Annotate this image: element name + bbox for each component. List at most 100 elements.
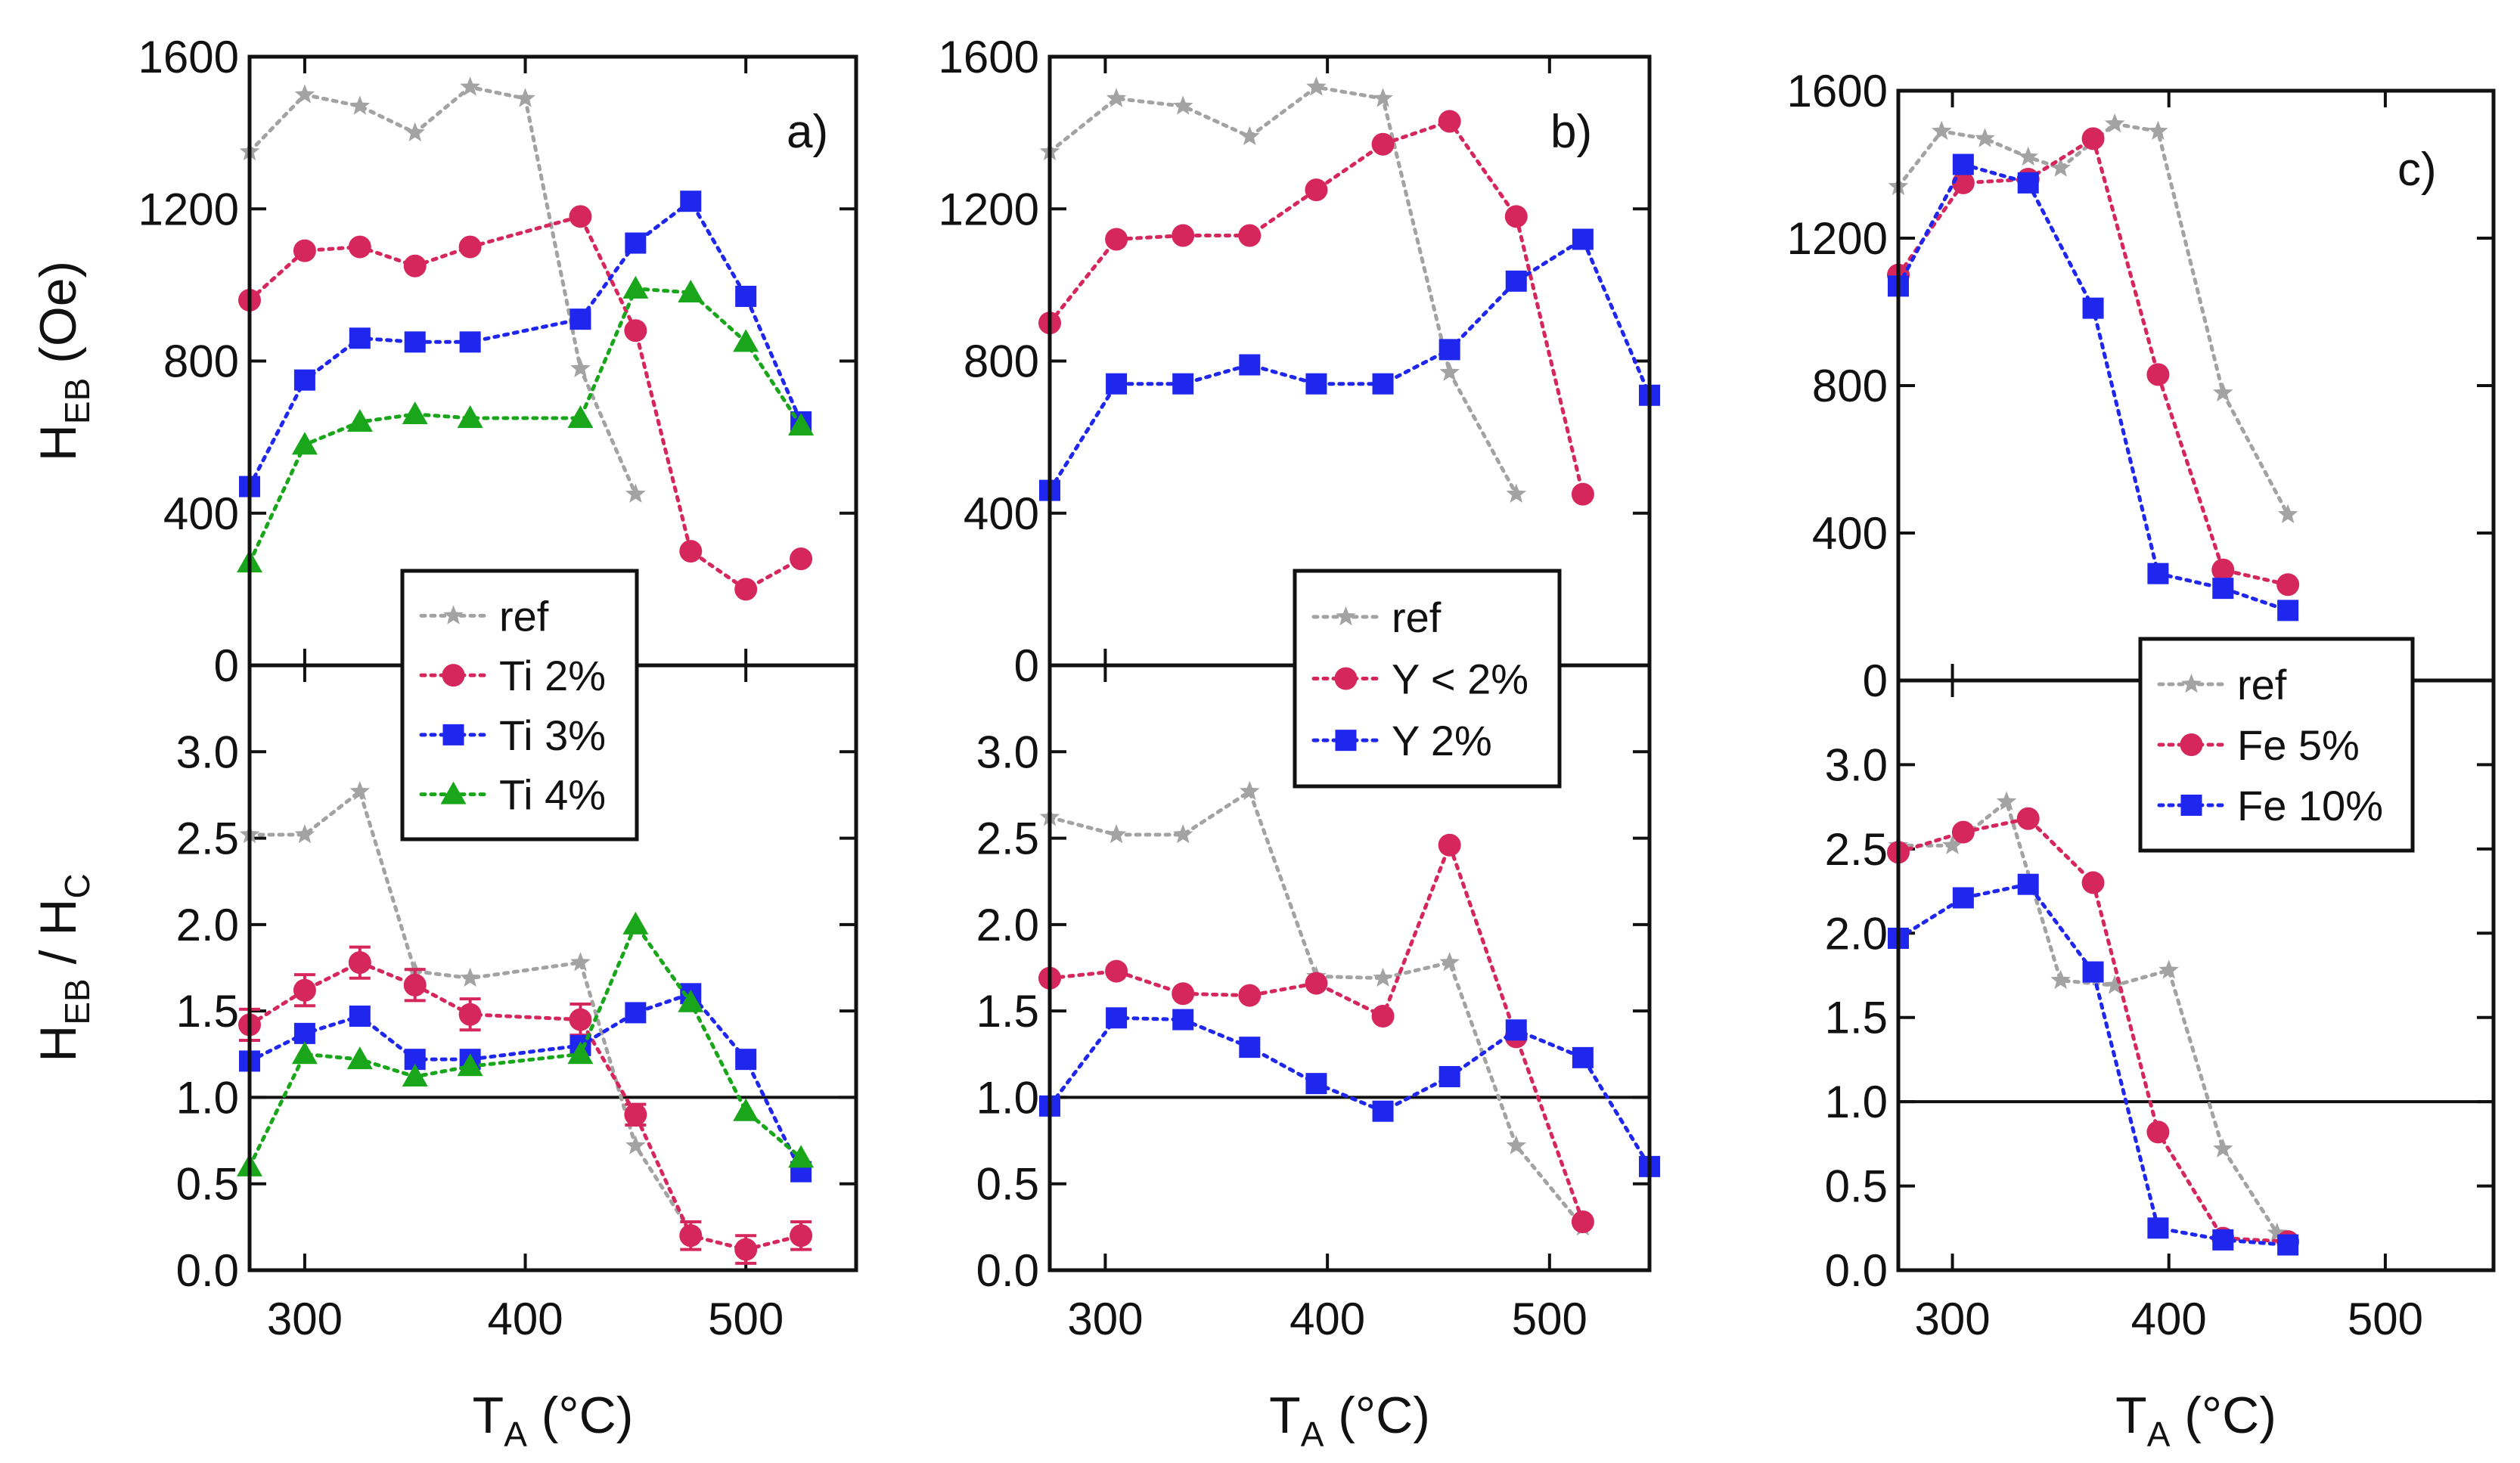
data-point-a-ti-4- xyxy=(788,413,815,436)
y-axis-label-bottom-part: C xyxy=(57,873,97,898)
legend-label-a: Ti 2% xyxy=(499,652,606,699)
legend-label-a: Ti 3% xyxy=(499,711,606,759)
x-tick-label-a: 300 xyxy=(267,1294,343,1344)
data-point-c-fe-5- xyxy=(2016,807,2040,830)
data-point-c-ref xyxy=(2213,1138,2233,1158)
data-point-a-ref xyxy=(570,952,591,972)
y-tick-label-c-top: 400 xyxy=(1812,508,1888,559)
y-tick-label-a-bottom: 1.0 xyxy=(176,1072,239,1123)
data-point-a-ti-2- xyxy=(734,578,758,601)
series-b-bottom-y-2- xyxy=(1038,833,1594,1233)
legend-marker-b xyxy=(1336,606,1356,626)
data-point-c-fe-5- xyxy=(2146,363,2170,386)
data-point-a-ti-3- xyxy=(404,331,426,353)
panel-label-c: c) xyxy=(2397,144,2437,196)
y-tick-label-c-top: 1600 xyxy=(1787,66,1888,116)
series-line-a-ref xyxy=(247,85,638,497)
x-axis-label-b: TA (°C) xyxy=(1269,1387,1430,1454)
x-axis-label-c-part: T xyxy=(2115,1387,2147,1444)
y-tick-label-c-bottom: 2.0 xyxy=(1825,908,1888,959)
data-point-a-ti-4- xyxy=(346,409,373,432)
data-point-a-ti-2- xyxy=(734,1238,758,1261)
data-point-c-ref xyxy=(2104,113,2125,133)
data-point-a-ref xyxy=(460,76,480,96)
y-tick-label-c-top: 1200 xyxy=(1787,213,1888,264)
data-point-c-fe-10- xyxy=(1952,887,1974,909)
data-point-b-ref xyxy=(1240,780,1260,801)
data-point-a-ti-2- xyxy=(790,1224,813,1248)
x-axis-label-c-part: (°C) xyxy=(2170,1387,2276,1444)
data-point-a-ref xyxy=(570,358,591,377)
x-tick-label-c: 400 xyxy=(2131,1294,2207,1344)
data-point-c-fe-5- xyxy=(2276,573,2300,597)
x-axis-label-c: TA (°C) xyxy=(2115,1387,2276,1454)
data-point-b-y-2- xyxy=(1571,482,1594,506)
data-point-b-y-2- xyxy=(1438,833,1461,857)
data-point-a-ti-2- xyxy=(293,239,316,262)
legend-marker-c xyxy=(2180,795,2202,816)
data-point-c-ref xyxy=(2267,1223,2288,1242)
data-point-a-ti-3- xyxy=(293,369,315,391)
data-point-c-fe-10- xyxy=(2017,172,2039,194)
data-point-a-ti-4- xyxy=(291,432,318,455)
x-tick-label-a: 500 xyxy=(708,1294,784,1344)
y-tick-label-b-top: 0 xyxy=(1014,640,1039,691)
legend-label-c: Fe 10% xyxy=(2237,782,2383,829)
data-point-c-ref xyxy=(2050,969,2071,989)
panel-c-top: 0 400 800 1200 1600 xyxy=(1787,66,2496,706)
data-point-a-ti-2- xyxy=(348,235,371,259)
legend-marker-a xyxy=(442,664,465,687)
y-axis-label-bottom-part: / H xyxy=(29,898,87,978)
y-tick-label-a-bottom: 1.5 xyxy=(176,986,239,1037)
data-point-b-ref xyxy=(1373,967,1393,987)
data-point-a-ti-4- xyxy=(291,1041,318,1065)
x-tick-label-c: 300 xyxy=(1914,1294,1990,1344)
x-axis-label-a-part: (°C) xyxy=(527,1387,633,1444)
series-b-top-y-2- xyxy=(1038,110,1594,506)
x-axis-label-a-part: T xyxy=(473,1387,504,1444)
series-c-top-fe-5- xyxy=(1887,127,2300,597)
data-point-b-ref xyxy=(1373,88,1393,107)
data-point-a-ti-3- xyxy=(625,1002,647,1024)
data-point-b-y-2- xyxy=(1572,1046,1594,1068)
legend-marker-c xyxy=(2181,674,2202,693)
panel-b-bottom: 0.0 0.5 1.0 1.5 2.0 2.5 3.0 xyxy=(976,663,1660,1296)
data-point-a-ti-4- xyxy=(567,1041,594,1065)
data-point-c-fe-10- xyxy=(2147,563,2169,584)
data-point-b-y-2- xyxy=(1106,1007,1128,1029)
x-tick-label-b: 500 xyxy=(1512,1294,1587,1344)
data-point-a-ti-3- xyxy=(349,327,371,349)
data-point-b-y-2- xyxy=(1438,339,1460,361)
data-point-a-ref xyxy=(460,967,480,987)
series-b-bottom-y-2- xyxy=(1039,1007,1660,1177)
legend-label-b: ref xyxy=(1392,594,1442,641)
data-point-c-ref xyxy=(1975,128,1995,147)
data-point-b-ref xyxy=(1172,95,1193,115)
data-point-b-ref xyxy=(1439,952,1460,972)
data-point-b-ref xyxy=(1506,483,1527,503)
data-point-c-fe-5- xyxy=(2146,1120,2170,1144)
data-point-a-ref xyxy=(405,122,425,141)
y-tick-label-a-bottom: 0.5 xyxy=(176,1159,239,1210)
x-axis-label-b-part: (°C) xyxy=(1324,1387,1429,1444)
data-point-a-ref xyxy=(515,88,535,107)
data-point-b-y-2- xyxy=(1172,1009,1194,1031)
data-point-a-ref xyxy=(294,84,315,104)
data-point-a-ti-3- xyxy=(293,1022,315,1044)
y-tick-label-b-bottom: 2.0 xyxy=(976,900,1039,950)
data-point-b-y-2- xyxy=(1505,1019,1527,1041)
data-point-a-ti-3- xyxy=(625,232,647,254)
data-point-b-ref xyxy=(1172,824,1193,844)
data-point-c-fe-5- xyxy=(1951,171,1975,194)
data-point-a-ti-4- xyxy=(402,1064,428,1086)
series-a-bottom-ti-3- xyxy=(239,983,812,1182)
series-line-b-y-2- xyxy=(1047,119,1585,497)
y-tick-label-c-bottom: 0.0 xyxy=(1825,1245,1888,1296)
legend-marker-a xyxy=(443,605,464,625)
data-point-a-ti-4- xyxy=(457,1053,483,1077)
y-tick-label-c-top: 0 xyxy=(1863,656,1888,706)
series-line-b-y-2- xyxy=(1047,236,1652,493)
data-point-a-ti-2- xyxy=(293,978,316,1002)
data-point-c-fe-10- xyxy=(2212,1229,2234,1251)
series-c-top-fe-10- xyxy=(1888,153,2299,621)
